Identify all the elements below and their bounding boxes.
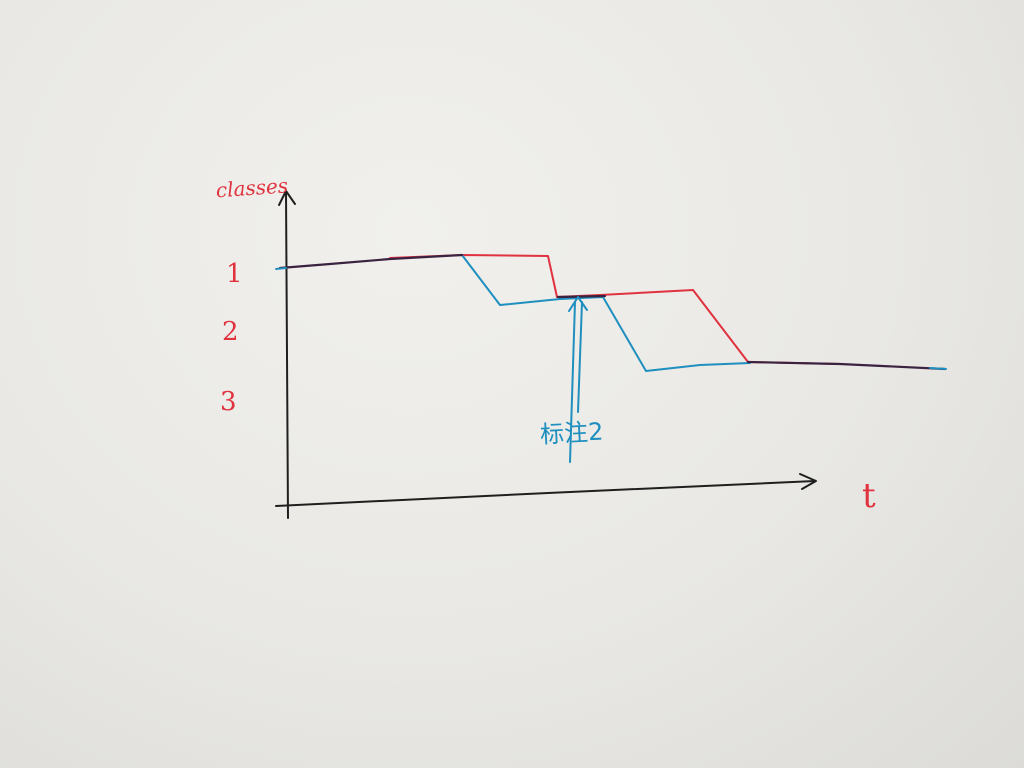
y-tick-label-3: 3 [220,387,237,417]
y-axis-arrowhead [278,190,296,206]
annotation-arrow-shaft-right [577,301,583,413]
shared-curve-start [278,253,464,270]
y-tick-label-1: 1 [226,259,243,289]
annotation: 标注2 [539,296,604,463]
y-axis-line [285,191,289,519]
x-axis-line [275,480,816,507]
x-axis-arrowhead [799,473,817,490]
x-axis-title: t [862,476,876,516]
y-axis-title: classes [215,173,289,202]
red-curve [389,254,841,365]
curve-end-tick [929,367,947,370]
annotation-arrow-shaft-left [569,301,576,463]
annotation-label: 标注2 [539,418,604,449]
shared-curve-middle [556,294,607,299]
shared-curve-end [746,360,947,371]
y-tick-label-2: 2 [222,317,239,347]
blue-curve [461,254,751,372]
curve-start-tick [275,267,287,270]
axes [275,190,817,519]
annotation-arrowhead [568,296,588,312]
